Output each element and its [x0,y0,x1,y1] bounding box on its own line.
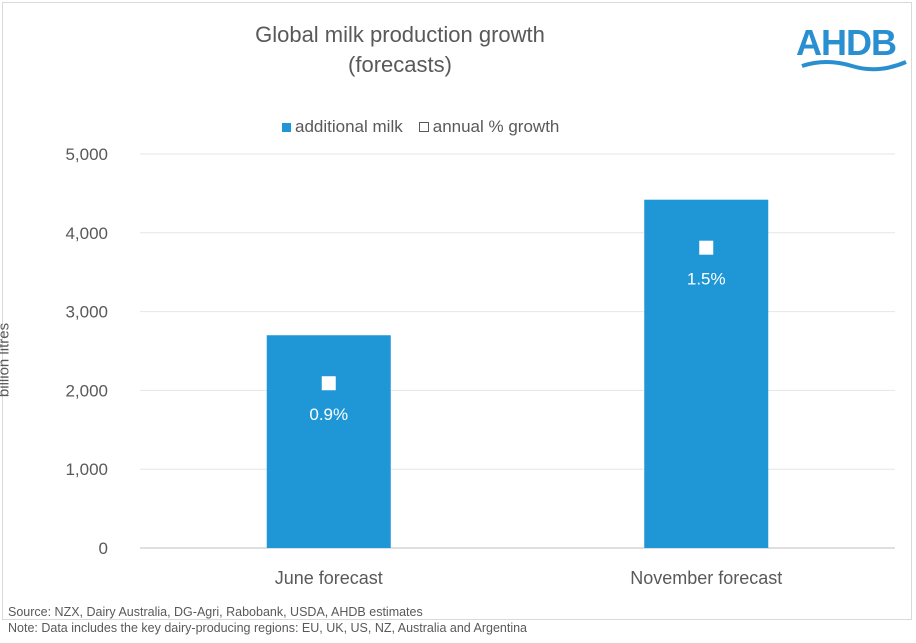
source-text: Source: NZX, Dairy Australia, DG-Agri, R… [8,605,423,619]
chart-subtitle: (forecasts) [348,52,452,77]
y-tick-label: 0 [99,539,108,558]
data-label: 1.5% [687,270,726,289]
x-tick-label: June forecast [275,568,383,588]
bar [266,335,391,548]
legend-swatch-bar [282,122,291,132]
growth-marker [321,376,336,391]
legend-label: annual % growth [432,117,560,136]
chart-title-block: Global milk production growth (forecasts… [250,20,550,80]
y-tick-label: 4,000 [65,224,108,243]
y-tick-label: 5,000 [65,145,108,164]
legend-label: additional milk [295,117,403,136]
logo-wave-icon [801,60,907,72]
legend-item-additional-milk: additional milk [282,117,403,137]
y-tick-label: 2,000 [65,381,108,400]
data-label: 0.9% [309,405,348,424]
legend: additional milk annual % growth [282,117,575,137]
chart-title: Global milk production growth [255,22,545,47]
legend-swatch-marker [418,122,429,132]
chart-frame [2,2,912,620]
note-text: Note: Data includes the key dairy-produc… [8,621,528,635]
bar [644,199,769,549]
y-tick-label: 3,000 [65,303,108,322]
x-tick-label: November forecast [630,568,782,588]
ahdb-logo: AHDB [796,22,914,78]
y-tick-label: 1,000 [65,460,108,479]
logo-text: AHDB [796,22,897,63]
footer-notes: Source: NZX, Dairy Australia, DG-Agri, R… [8,604,527,636]
legend-item-annual-growth: annual % growth [418,117,560,137]
growth-marker [699,240,714,255]
